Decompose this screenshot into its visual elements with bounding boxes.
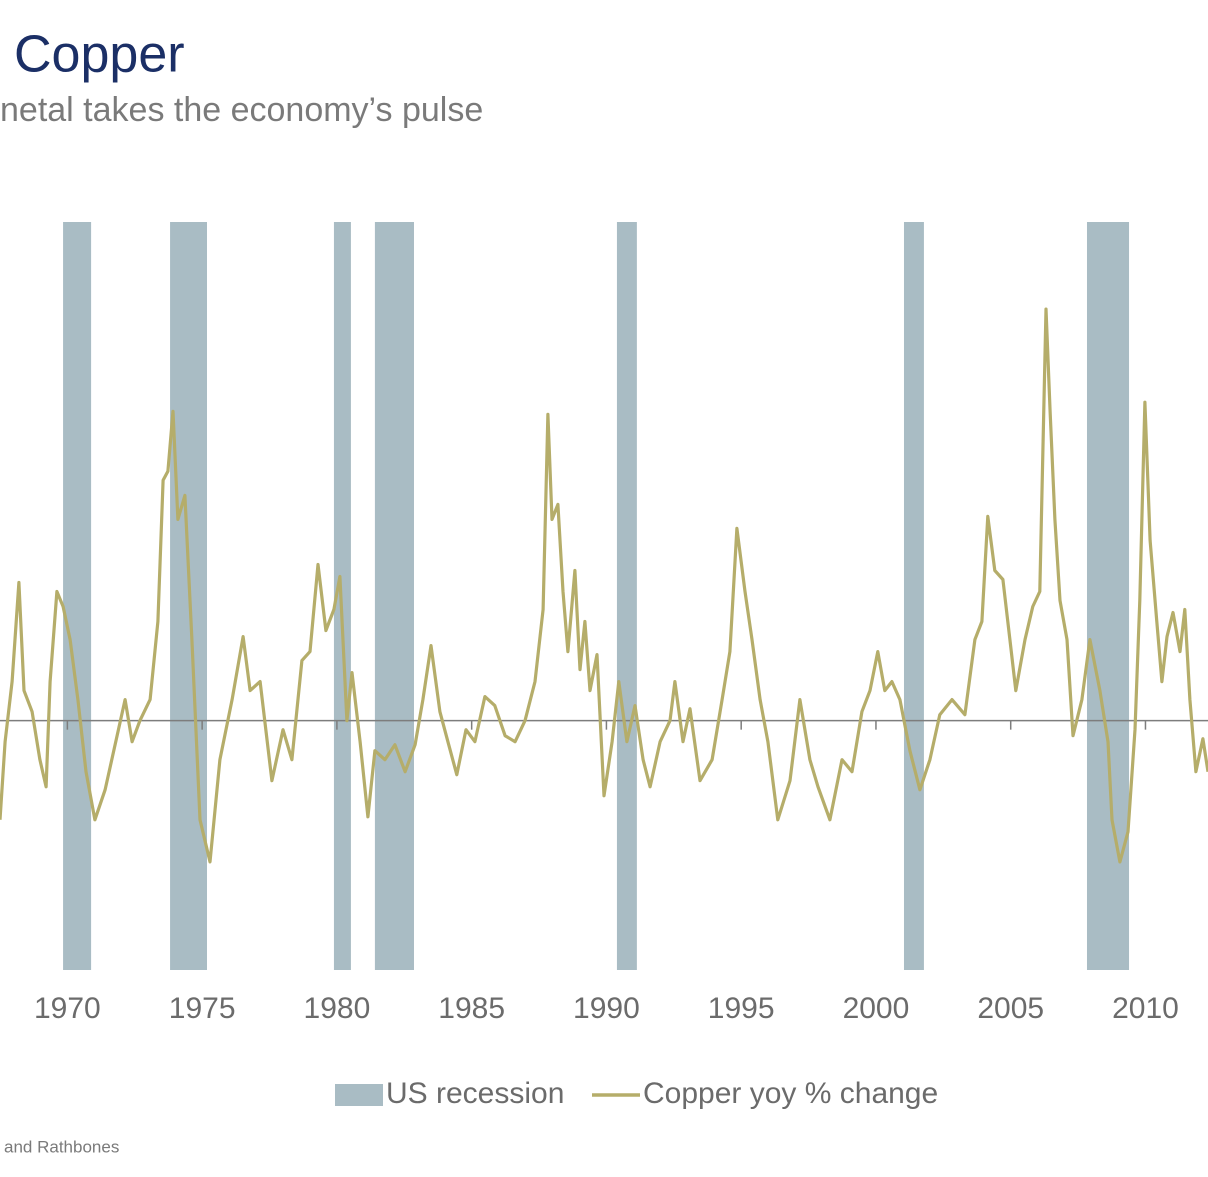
x-tick-label: 2000 (843, 992, 910, 1025)
recession-band (374, 222, 414, 970)
x-tick-label: 1990 (573, 992, 640, 1025)
x-tick-label: 1970 (34, 992, 101, 1025)
x-tick-label: 1985 (438, 992, 505, 1025)
x-tick-label: 1975 (169, 992, 236, 1025)
recession-band (903, 222, 924, 970)
chart-subtitle: netal takes the economy’s pulse (0, 91, 483, 129)
legend-label: US recession (386, 1077, 564, 1110)
recession-band (616, 222, 637, 970)
legend-swatch (335, 1084, 383, 1106)
x-tick-label: 1980 (304, 992, 371, 1025)
x-tick-label: 2010 (1112, 992, 1179, 1025)
recession-band (63, 222, 92, 970)
x-tick-label: 2005 (977, 992, 1044, 1025)
recession-band (1086, 222, 1130, 970)
legend-label: Copper yoy % change (643, 1077, 938, 1110)
line-series (0, 307, 1208, 864)
chart-title: Copper (14, 26, 185, 84)
x-tick-label: 1995 (708, 992, 775, 1025)
source: and Rathbones (4, 1137, 119, 1156)
